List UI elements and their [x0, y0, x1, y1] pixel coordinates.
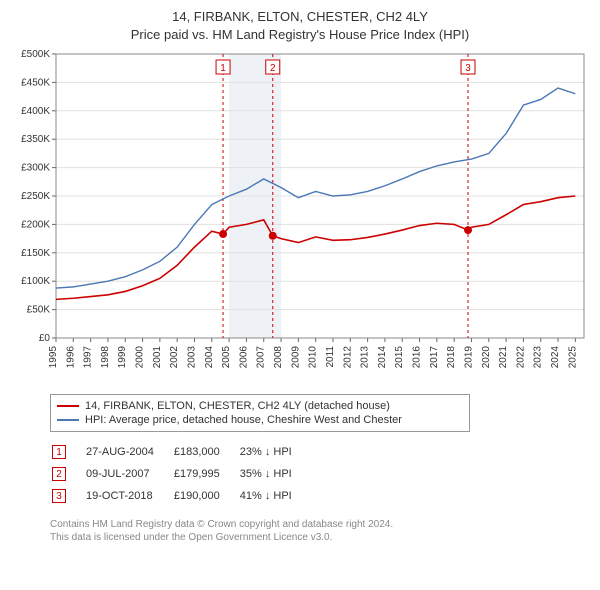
svg-text:2005: 2005 — [221, 346, 232, 369]
svg-text:2019: 2019 — [463, 346, 474, 369]
svg-text:2024: 2024 — [550, 346, 561, 369]
legend-label: HPI: Average price, detached house, Ches… — [85, 414, 402, 426]
svg-text:2004: 2004 — [204, 346, 215, 369]
legend-swatch — [57, 419, 79, 421]
sale-delta: 41% ↓ HPI — [240, 486, 310, 506]
sale-marker-box: 2 — [52, 467, 66, 481]
title-line-2: Price paid vs. HM Land Registry's House … — [8, 26, 592, 44]
svg-text:2010: 2010 — [308, 346, 319, 369]
sale-date: 27-AUG-2004 — [86, 442, 172, 462]
svg-text:1997: 1997 — [83, 346, 94, 369]
sale-row: 1 27-AUG-2004£183,00023% ↓ HPI — [52, 442, 310, 462]
svg-text:2014: 2014 — [377, 346, 388, 369]
sale-row: 2 09-JUL-2007£179,99535% ↓ HPI — [52, 464, 310, 484]
svg-text:£200K: £200K — [21, 220, 50, 231]
svg-text:£500K: £500K — [21, 49, 50, 60]
legend-item: HPI: Average price, detached house, Ches… — [57, 413, 463, 427]
svg-text:3: 3 — [465, 63, 471, 74]
svg-text:£450K: £450K — [21, 78, 50, 89]
chart-container: £0 £50K £100K £150K £200K £250K £300K £350K £400… — [8, 48, 592, 388]
svg-text:£400K: £400K — [21, 106, 50, 117]
svg-text:£150K: £150K — [21, 248, 50, 259]
legend-item: 14, FIRBANK, ELTON, CHESTER, CH2 4LY (de… — [57, 399, 463, 413]
svg-text:2011: 2011 — [325, 346, 336, 368]
svg-text:2: 2 — [270, 63, 276, 74]
svg-text:2015: 2015 — [394, 346, 405, 369]
svg-text:2013: 2013 — [360, 346, 371, 369]
title-line-1: 14, FIRBANK, ELTON, CHESTER, CH2 4LY — [8, 8, 592, 26]
sale-price: £190,000 — [174, 486, 238, 506]
svg-text:£300K: £300K — [21, 163, 50, 174]
svg-text:2016: 2016 — [412, 346, 423, 369]
svg-text:£350K: £350K — [21, 135, 50, 146]
svg-text:2020: 2020 — [481, 346, 492, 369]
svg-text:2000: 2000 — [135, 346, 146, 369]
sale-marker-box: 1 — [52, 445, 66, 459]
svg-text:£50K: £50K — [27, 305, 51, 316]
sale-delta: 23% ↓ HPI — [240, 442, 310, 462]
svg-text:2023: 2023 — [533, 346, 544, 369]
sale-delta: 35% ↓ HPI — [240, 464, 310, 484]
svg-text:2012: 2012 — [342, 346, 353, 369]
sale-marker-box: 3 — [52, 489, 66, 503]
svg-text:2009: 2009 — [290, 346, 301, 369]
sale-row: 3 19-OCT-2018£190,00041% ↓ HPI — [52, 486, 310, 506]
legend: 14, FIRBANK, ELTON, CHESTER, CH2 4LY (de… — [50, 394, 470, 432]
svg-text:1998: 1998 — [100, 346, 111, 369]
svg-text:1: 1 — [220, 63, 226, 74]
svg-text:£0: £0 — [39, 333, 51, 344]
legend-swatch — [57, 405, 79, 407]
sale-date: 19-OCT-2018 — [86, 486, 172, 506]
svg-text:£250K: £250K — [21, 191, 50, 202]
svg-text:2025: 2025 — [567, 346, 578, 369]
svg-text:2002: 2002 — [169, 346, 180, 369]
svg-text:2008: 2008 — [273, 346, 284, 369]
sale-price: £183,000 — [174, 442, 238, 462]
svg-text:2006: 2006 — [238, 346, 249, 369]
legend-label: 14, FIRBANK, ELTON, CHESTER, CH2 4LY (de… — [85, 400, 390, 412]
svg-text:2003: 2003 — [186, 346, 197, 369]
svg-text:2007: 2007 — [256, 346, 267, 369]
svg-text:2022: 2022 — [515, 346, 526, 369]
svg-text:1995: 1995 — [48, 346, 59, 369]
footer-line-2: This data is licensed under the Open Gov… — [50, 531, 592, 544]
svg-text:1996: 1996 — [65, 346, 76, 369]
svg-text:2001: 2001 — [152, 346, 163, 369]
svg-text:2018: 2018 — [446, 346, 457, 369]
footer-line-1: Contains HM Land Registry data © Crown c… — [50, 518, 592, 531]
svg-text:2017: 2017 — [429, 346, 440, 369]
title-block: 14, FIRBANK, ELTON, CHESTER, CH2 4LY Pri… — [8, 8, 592, 44]
svg-text:£100K: £100K — [21, 277, 50, 288]
sale-price: £179,995 — [174, 464, 238, 484]
svg-text:2021: 2021 — [498, 346, 509, 369]
footer-attribution: Contains HM Land Registry data © Crown c… — [50, 518, 592, 544]
svg-text:1999: 1999 — [117, 346, 128, 369]
price-chart: £0 £50K £100K £150K £200K £250K £300K £350K £400… — [8, 48, 592, 388]
sales-table: 1 27-AUG-2004£183,00023% ↓ HPI 2 09-JUL-200… — [50, 440, 312, 508]
sale-date: 09-JUL-2007 — [86, 464, 172, 484]
